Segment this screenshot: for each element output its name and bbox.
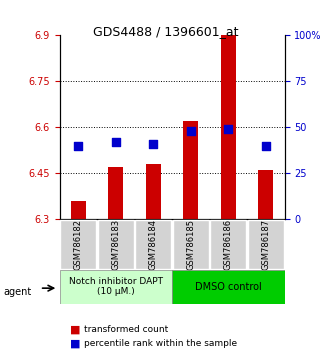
FancyBboxPatch shape [173, 220, 209, 269]
Text: agent: agent [3, 287, 31, 297]
Text: ■: ■ [70, 338, 80, 348]
FancyBboxPatch shape [98, 220, 134, 269]
Text: GSM786183: GSM786183 [111, 219, 120, 270]
Text: transformed count: transformed count [84, 325, 169, 334]
Bar [221, 35, 236, 219]
FancyBboxPatch shape [135, 220, 171, 269]
Text: DMSO control: DMSO control [195, 282, 262, 292]
Text: GSM786185: GSM786185 [186, 219, 195, 270]
FancyBboxPatch shape [248, 220, 284, 269]
Point [188, 128, 194, 134]
Bar [71, 201, 86, 219]
Point [113, 139, 118, 145]
FancyBboxPatch shape [172, 270, 285, 304]
Point [263, 143, 268, 149]
Text: Notch inhibitor DAPT
(10 μM.): Notch inhibitor DAPT (10 μM.) [69, 277, 163, 296]
Text: GDS4488 / 1396601_at: GDS4488 / 1396601_at [93, 25, 238, 38]
FancyBboxPatch shape [60, 220, 96, 269]
FancyBboxPatch shape [60, 270, 172, 304]
Text: GSM786184: GSM786184 [149, 219, 158, 270]
FancyBboxPatch shape [211, 220, 246, 269]
Bar [183, 121, 198, 219]
Text: ■: ■ [70, 324, 80, 334]
Point [226, 126, 231, 132]
Bar [146, 164, 161, 219]
Text: GSM786186: GSM786186 [224, 219, 233, 270]
Bar [259, 170, 273, 219]
Text: percentile rank within the sample: percentile rank within the sample [84, 339, 238, 348]
Bar [108, 167, 123, 219]
Text: GSM786187: GSM786187 [261, 219, 270, 270]
Text: GSM786182: GSM786182 [74, 219, 83, 270]
Point [151, 141, 156, 147]
Point [76, 143, 81, 149]
